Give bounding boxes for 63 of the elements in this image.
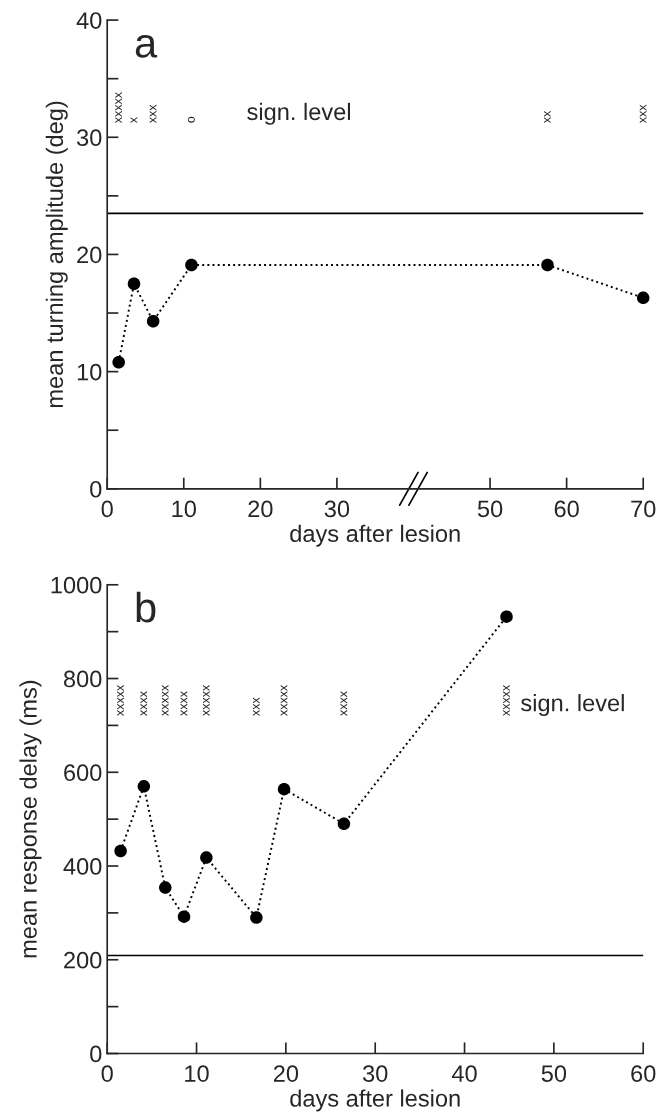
y-tick-label: 40 [76,12,102,29]
annotation: xxxxx [202,684,210,716]
point [200,851,213,864]
x-tick-label: 0 [101,500,113,518]
x-axis-title: days after lesion [290,1089,460,1112]
x-tick-label: 30 [324,500,350,518]
point [146,314,160,328]
annotation: sign. level [247,102,350,125]
annotation: sign. level [521,694,624,717]
annotation: x [130,117,138,124]
y-tick-label: 1000 [51,576,102,594]
annotation: xxx [639,104,647,124]
point [127,277,141,290]
annotation: xxx [149,104,157,124]
point [337,817,351,831]
x-tick-label: 60 [554,500,579,518]
point [636,291,650,305]
annotation: xxxx [140,691,148,716]
point [112,356,125,369]
y-tick-label: 10 [77,363,102,381]
point [177,910,191,923]
annotation: xxxxx [280,684,288,716]
x-tick-label: 50 [541,1065,567,1082]
annotation: xxx [253,697,260,716]
y-tick-label: 30 [76,129,102,147]
annotation: xxxxx [503,684,510,716]
annotation: xxxxx [161,684,169,716]
point [250,911,263,924]
annotation: xxxx [340,691,348,716]
x-tick-label: 60 [631,1065,656,1082]
y-tick-label: 800 [63,670,102,688]
point [185,258,198,272]
x-tick-label: 10 [172,500,196,518]
annotation: xxxx [180,691,188,716]
y-tick-label: 0 [90,1045,102,1063]
x-tick-label: 0 [101,1065,113,1082]
annotation: o [187,116,195,123]
chart-title: a [135,34,158,58]
y-tick-label: 0 [90,480,102,498]
annotation: xxxxx [115,92,122,124]
x-tick-label: 50 [477,500,503,518]
x-tick-label: 20 [273,1065,299,1082]
point [277,782,291,796]
x-tick-label: 30 [362,1065,388,1082]
point [541,258,554,272]
point [114,844,127,858]
y-tick-label: 20 [77,246,102,264]
y-axis-title: mean turning amplitude (deg) [45,101,68,408]
point [500,610,513,623]
x-tick-label: 70 [631,500,656,518]
x-tick-label: 20 [248,500,273,518]
chart-title: b [136,591,156,623]
point [137,780,151,793]
annotation: xxxxx [117,684,124,716]
x-tick-label: 40 [451,1065,477,1082]
y-axis-title: mean response delay (ms) [19,680,42,958]
point [159,881,172,894]
annotation: xx [544,110,551,124]
x-tick-label: 10 [185,1065,209,1082]
y-tick-label: 400 [63,858,102,875]
y-tick-label: 600 [64,764,102,782]
y-tick-label: 200 [64,951,102,969]
x-axis-title: days after lesion [290,524,460,547]
